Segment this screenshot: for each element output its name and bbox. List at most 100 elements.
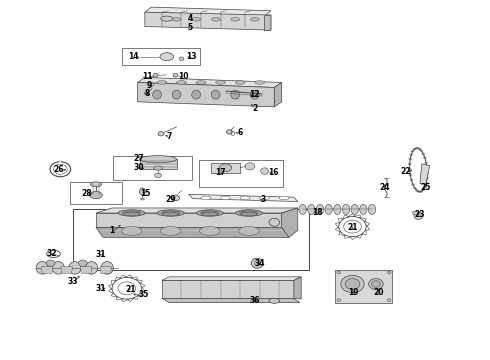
Ellipse shape: [255, 81, 265, 84]
Text: 2: 2: [252, 104, 257, 113]
Ellipse shape: [337, 299, 341, 302]
Text: 27: 27: [133, 154, 144, 163]
Polygon shape: [138, 77, 282, 87]
Ellipse shape: [345, 279, 360, 289]
Ellipse shape: [36, 262, 49, 274]
Ellipse shape: [122, 211, 141, 215]
Ellipse shape: [235, 81, 245, 84]
Text: 19: 19: [348, 288, 359, 297]
Bar: [113, 156, 192, 180]
Text: 1: 1: [109, 226, 115, 235]
Ellipse shape: [196, 210, 223, 216]
Ellipse shape: [124, 212, 140, 216]
Ellipse shape: [160, 226, 181, 235]
Text: 6: 6: [238, 128, 243, 137]
Ellipse shape: [157, 210, 184, 216]
Ellipse shape: [308, 204, 315, 215]
Ellipse shape: [236, 210, 262, 216]
Text: 4: 4: [188, 14, 193, 23]
Ellipse shape: [201, 196, 211, 200]
Ellipse shape: [334, 204, 341, 215]
Polygon shape: [96, 208, 298, 213]
Ellipse shape: [122, 226, 142, 235]
Ellipse shape: [202, 212, 218, 216]
Ellipse shape: [140, 156, 176, 163]
Polygon shape: [96, 227, 289, 237]
Ellipse shape: [160, 53, 173, 60]
Polygon shape: [265, 15, 271, 31]
Text: 34: 34: [254, 259, 265, 268]
Text: 28: 28: [81, 189, 92, 198]
Ellipse shape: [161, 16, 173, 21]
Ellipse shape: [240, 211, 258, 215]
Text: 30: 30: [133, 163, 144, 172]
Ellipse shape: [387, 271, 391, 274]
Polygon shape: [145, 7, 271, 16]
Bar: [70, 182, 122, 204]
Ellipse shape: [368, 204, 376, 215]
Ellipse shape: [161, 211, 180, 215]
Ellipse shape: [231, 90, 240, 99]
Ellipse shape: [220, 196, 230, 200]
Text: 25: 25: [420, 183, 431, 192]
Text: 10: 10: [178, 72, 188, 81]
Text: 18: 18: [312, 208, 322, 217]
Ellipse shape: [145, 92, 148, 95]
Text: 24: 24: [379, 183, 390, 192]
Polygon shape: [162, 277, 301, 280]
Bar: [73, 209, 309, 270]
Text: 23: 23: [415, 210, 425, 219]
Ellipse shape: [176, 81, 186, 84]
Polygon shape: [138, 82, 274, 107]
Polygon shape: [189, 194, 298, 202]
Text: 33: 33: [68, 276, 78, 285]
Ellipse shape: [101, 262, 113, 274]
Text: 8: 8: [145, 89, 150, 98]
Ellipse shape: [250, 90, 259, 99]
Ellipse shape: [200, 211, 219, 215]
Ellipse shape: [254, 260, 260, 266]
Ellipse shape: [196, 81, 206, 84]
Polygon shape: [282, 208, 298, 237]
Bar: [198, 160, 283, 187]
Ellipse shape: [325, 204, 332, 215]
Text: 22: 22: [400, 167, 411, 176]
Ellipse shape: [141, 198, 145, 200]
Ellipse shape: [199, 226, 220, 235]
Ellipse shape: [341, 275, 364, 293]
Ellipse shape: [231, 18, 240, 21]
Ellipse shape: [192, 90, 200, 99]
Text: 3: 3: [261, 195, 266, 204]
Ellipse shape: [157, 81, 167, 84]
Polygon shape: [335, 270, 392, 303]
Text: 26: 26: [53, 165, 64, 174]
Ellipse shape: [211, 90, 220, 99]
Text: 11: 11: [142, 72, 152, 81]
Text: 29: 29: [166, 194, 176, 203]
Ellipse shape: [211, 18, 220, 21]
Ellipse shape: [192, 18, 200, 21]
Ellipse shape: [387, 299, 391, 302]
Text: 32: 32: [47, 249, 57, 258]
Ellipse shape: [154, 166, 162, 170]
Text: 17: 17: [215, 168, 225, 177]
Ellipse shape: [269, 219, 280, 226]
Ellipse shape: [245, 163, 255, 170]
Ellipse shape: [155, 173, 161, 177]
Text: 21: 21: [347, 223, 358, 232]
Ellipse shape: [269, 298, 280, 303]
Ellipse shape: [239, 226, 259, 235]
Polygon shape: [61, 267, 73, 273]
Ellipse shape: [91, 182, 101, 187]
Text: 15: 15: [141, 189, 151, 198]
Ellipse shape: [140, 188, 146, 195]
Ellipse shape: [153, 90, 161, 99]
Ellipse shape: [150, 83, 154, 86]
Polygon shape: [420, 164, 430, 184]
Text: 21: 21: [125, 285, 135, 294]
Polygon shape: [162, 298, 300, 303]
Polygon shape: [80, 267, 92, 273]
Polygon shape: [140, 159, 176, 169]
Ellipse shape: [179, 57, 184, 60]
Text: 36: 36: [249, 296, 260, 305]
